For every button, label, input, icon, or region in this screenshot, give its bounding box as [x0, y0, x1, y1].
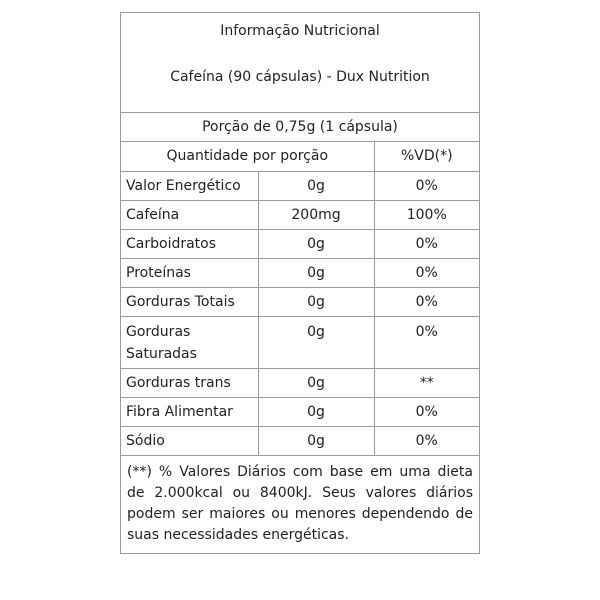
- nutrient-name: Carboidratos: [121, 229, 259, 259]
- nutrient-name: Sódio: [121, 426, 259, 456]
- nutrient-name: Cafeína: [121, 200, 259, 230]
- table-header-row: Quantidade por porção %VD(*): [121, 142, 479, 172]
- nutrient-name: Gorduras trans: [121, 368, 259, 398]
- nutrient-amount: 0g: [258, 426, 375, 456]
- header-quantity: Quantidade por porção: [121, 142, 375, 172]
- product-subtitle: Cafeína (90 cápsulas) - Dux Nutrition: [170, 69, 430, 85]
- nutrient-vd: 0%: [374, 397, 479, 427]
- table-row: Sódio 0g 0%: [121, 426, 479, 456]
- footnote-text: (**) % Valores Diários com base em uma d…: [127, 463, 473, 543]
- table-row: Gorduras Saturadas 0g 0%: [121, 316, 479, 369]
- nutrient-amount: 0g: [258, 397, 375, 427]
- nutrient-amount: 0g: [258, 316, 375, 369]
- table-row: Gorduras trans 0g **: [121, 368, 479, 398]
- nutrient-name: Gorduras Totais: [121, 287, 259, 317]
- nutrient-vd: 0%: [374, 171, 479, 201]
- nutrient-amount: 0g: [258, 171, 375, 201]
- table-row: Carboidratos 0g 0%: [121, 229, 479, 259]
- nutrient-name: Gorduras Saturadas: [121, 316, 259, 369]
- nutrient-name: Proteínas: [121, 258, 259, 288]
- table-row: Proteínas 0g 0%: [121, 258, 479, 288]
- table-row: Valor Energético 0g 0%: [121, 171, 479, 201]
- nutrition-facts-panel: Informação Nutricional Cafeína (90 cápsu…: [120, 12, 480, 554]
- table-row: Cafeína 200mg 100%: [121, 200, 479, 230]
- nutrient-amount: 0g: [258, 287, 375, 317]
- nutrient-vd: 0%: [374, 258, 479, 288]
- nutrient-vd: **: [374, 368, 479, 398]
- header-vd: %VD(*): [374, 142, 479, 172]
- nutrient-name: Fibra Alimentar: [121, 397, 259, 427]
- nutrients-table: Quantidade por porção %VD(*) Valor Energ…: [121, 142, 479, 456]
- nutrient-vd: 0%: [374, 287, 479, 317]
- nutrient-amount: 0g: [258, 368, 375, 398]
- panel-title: Informação Nutricional: [220, 23, 380, 39]
- nutrient-vd: 0%: [374, 229, 479, 259]
- nutrient-vd: 0%: [374, 426, 479, 456]
- title-block: Informação Nutricional Cafeína (90 cápsu…: [121, 13, 479, 113]
- nutrient-amount: 200mg: [258, 200, 375, 230]
- nutrient-vd: 0%: [374, 316, 479, 369]
- portion-size: Porção de 0,75g (1 cápsula): [121, 113, 479, 142]
- nutrient-name: Valor Energético: [121, 171, 259, 201]
- nutrient-amount: 0g: [258, 258, 375, 288]
- table-row: Fibra Alimentar 0g 0%: [121, 397, 479, 427]
- nutrient-vd: 100%: [374, 200, 479, 230]
- table-row: Gorduras Totais 0g 0%: [121, 287, 479, 317]
- nutrient-amount: 0g: [258, 229, 375, 259]
